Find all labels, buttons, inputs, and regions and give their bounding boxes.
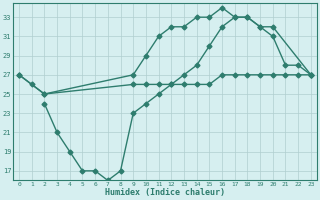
X-axis label: Humidex (Indice chaleur): Humidex (Indice chaleur) <box>105 188 225 197</box>
